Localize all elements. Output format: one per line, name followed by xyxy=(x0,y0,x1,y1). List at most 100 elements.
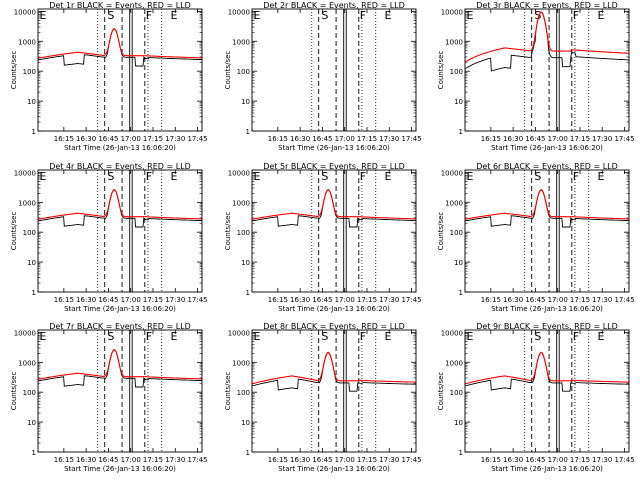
y-axis-title: Counts/sec xyxy=(437,372,445,411)
interval-marker-e: E xyxy=(466,9,473,22)
y-tick-label: 1000 xyxy=(445,359,463,367)
x-tick-label: 17:30 xyxy=(379,135,399,143)
x-tick-label: 17:00 xyxy=(548,456,568,464)
x-tick-label: 17:30 xyxy=(592,456,612,464)
y-tick-label: 100 xyxy=(237,68,250,76)
panel-det-6: Det 6r BLACK = Events, RED = LLD 1 10 100 10… xyxy=(437,162,635,313)
interval-marker-f: F xyxy=(573,9,579,22)
y-tick-label: 100 xyxy=(23,389,36,397)
x-axis-title: Start Time (26-Jan-13 16:06:20) xyxy=(64,465,176,473)
axes-frame xyxy=(464,8,630,132)
x-tick-label: 16:30 xyxy=(503,456,523,464)
x-tick-label: 16:30 xyxy=(76,456,96,464)
panel-title: Det 6r BLACK = Events, RED = LLD xyxy=(476,162,618,171)
interval-marker-f: F xyxy=(146,170,152,183)
x-tick-label: 16:15 xyxy=(268,135,288,143)
panel-title: Det 3r BLACK = Events, RED = LLD xyxy=(476,1,618,10)
y-tick-label: 10 xyxy=(241,419,250,427)
axes-frame xyxy=(464,169,630,293)
y-tick-label: 10000 xyxy=(14,329,36,337)
x-axis-title: Start Time (26-Jan-13 16:06:20) xyxy=(64,305,176,313)
y-axis-title: Counts/sec xyxy=(224,51,232,90)
x-tick-label: 16:30 xyxy=(290,456,310,464)
x-tick-label: 17:15 xyxy=(357,135,377,143)
panel-det-2: Det 2r BLACK = Events, RED = LLD 1 10 100 10… xyxy=(224,1,422,152)
x-tick-label: 17:00 xyxy=(121,296,141,304)
y-tick-label: 1 xyxy=(32,289,36,297)
y-tick-label: 1000 xyxy=(445,38,463,46)
y-axis-title: Counts/sec xyxy=(437,212,445,251)
x-axis-title: Start Time (26-Jan-13 16:06:20) xyxy=(64,144,176,152)
y-axis-title: Counts/sec xyxy=(224,372,232,411)
x-axis-title: Start Time (26-Jan-13 16:06:20) xyxy=(491,465,603,473)
x-axis-title: Start Time (26-Jan-13 16:06:20) xyxy=(491,144,603,152)
x-tick-label: 16:15 xyxy=(481,135,501,143)
x-tick-label: 16:15 xyxy=(268,296,288,304)
x-tick-label: 17:30 xyxy=(165,135,185,143)
y-tick-label: 1000 xyxy=(232,199,250,207)
y-tick-label: 10 xyxy=(27,259,36,267)
y-tick-label: 10000 xyxy=(228,329,250,337)
x-tick-label: 17:30 xyxy=(592,135,612,143)
y-tick-label: 1000 xyxy=(18,199,36,207)
y-axis-title: Counts/sec xyxy=(10,212,18,251)
x-tick-label: 16:45 xyxy=(525,456,545,464)
x-tick-label: 17:15 xyxy=(570,456,590,464)
y-tick-label: 10000 xyxy=(14,169,36,177)
y-tick-label: 1 xyxy=(32,449,36,457)
axes-frame xyxy=(37,169,203,293)
panel-det-1: Det 1r BLACK = Events, RED = LLD 1 10 100 10… xyxy=(10,1,208,152)
axes-frame xyxy=(37,329,203,453)
x-tick-label: 16:15 xyxy=(481,296,501,304)
y-axis-title: Counts/sec xyxy=(224,212,232,251)
y-tick-label: 10000 xyxy=(14,8,36,16)
x-tick-label: 17:15 xyxy=(143,296,163,304)
x-tick-label: 16:30 xyxy=(76,135,96,143)
interval-marker-s: S xyxy=(534,170,541,183)
x-tick-label: 17:45 xyxy=(187,456,207,464)
x-tick-label: 17:15 xyxy=(570,296,590,304)
y-tick-label: 1 xyxy=(246,128,250,136)
lld-series-line xyxy=(38,28,202,59)
y-tick-label: 10000 xyxy=(441,8,463,16)
x-tick-label: 16:30 xyxy=(503,135,523,143)
x-tick-label: 17:30 xyxy=(165,296,185,304)
x-tick-label: 17:00 xyxy=(335,135,355,143)
y-axis-title: Counts/sec xyxy=(10,372,18,411)
x-tick-label: 17:45 xyxy=(614,296,634,304)
y-tick-label: 10 xyxy=(27,98,36,106)
x-tick-label: 16:15 xyxy=(54,456,74,464)
x-tick-label: 16:15 xyxy=(268,456,288,464)
x-axis-title: Start Time (26-Jan-13 16:06:20) xyxy=(278,144,390,152)
y-tick-label: 1 xyxy=(459,289,463,297)
interval-marker-f: F xyxy=(360,330,366,343)
y-tick-label: 100 xyxy=(237,389,250,397)
panel-title: Det 5r BLACK = Events, RED = LLD xyxy=(263,162,405,171)
x-tick-label: 17:30 xyxy=(379,456,399,464)
x-tick-label: 17:45 xyxy=(614,456,634,464)
interval-marker-e: E xyxy=(385,330,392,343)
interval-marker-s: S xyxy=(107,330,114,343)
lld-series-line xyxy=(252,189,416,220)
y-tick-label: 100 xyxy=(23,68,36,76)
interval-marker-e: E xyxy=(171,330,178,343)
y-tick-label: 10000 xyxy=(441,169,463,177)
panel-det-9: Det 9r BLACK = Events, RED = LLD 1 10 100 10… xyxy=(437,322,635,473)
x-tick-label: 16:30 xyxy=(503,296,523,304)
y-tick-label: 10000 xyxy=(441,329,463,337)
interval-marker-f: F xyxy=(146,330,152,343)
x-tick-label: 16:15 xyxy=(54,296,74,304)
interval-marker-f: F xyxy=(360,9,366,22)
y-tick-label: 1 xyxy=(246,449,250,457)
x-tick-label: 16:45 xyxy=(312,296,332,304)
interval-marker-s: S xyxy=(321,330,328,343)
x-tick-label: 17:15 xyxy=(143,456,163,464)
interval-marker-s: S xyxy=(107,170,114,183)
y-tick-label: 1 xyxy=(459,449,463,457)
interval-marker-f: F xyxy=(573,170,579,183)
y-tick-label: 100 xyxy=(23,229,36,237)
y-axis-title: Counts/sec xyxy=(10,51,18,90)
y-tick-label: 10 xyxy=(241,98,250,106)
y-tick-label: 1 xyxy=(459,128,463,136)
